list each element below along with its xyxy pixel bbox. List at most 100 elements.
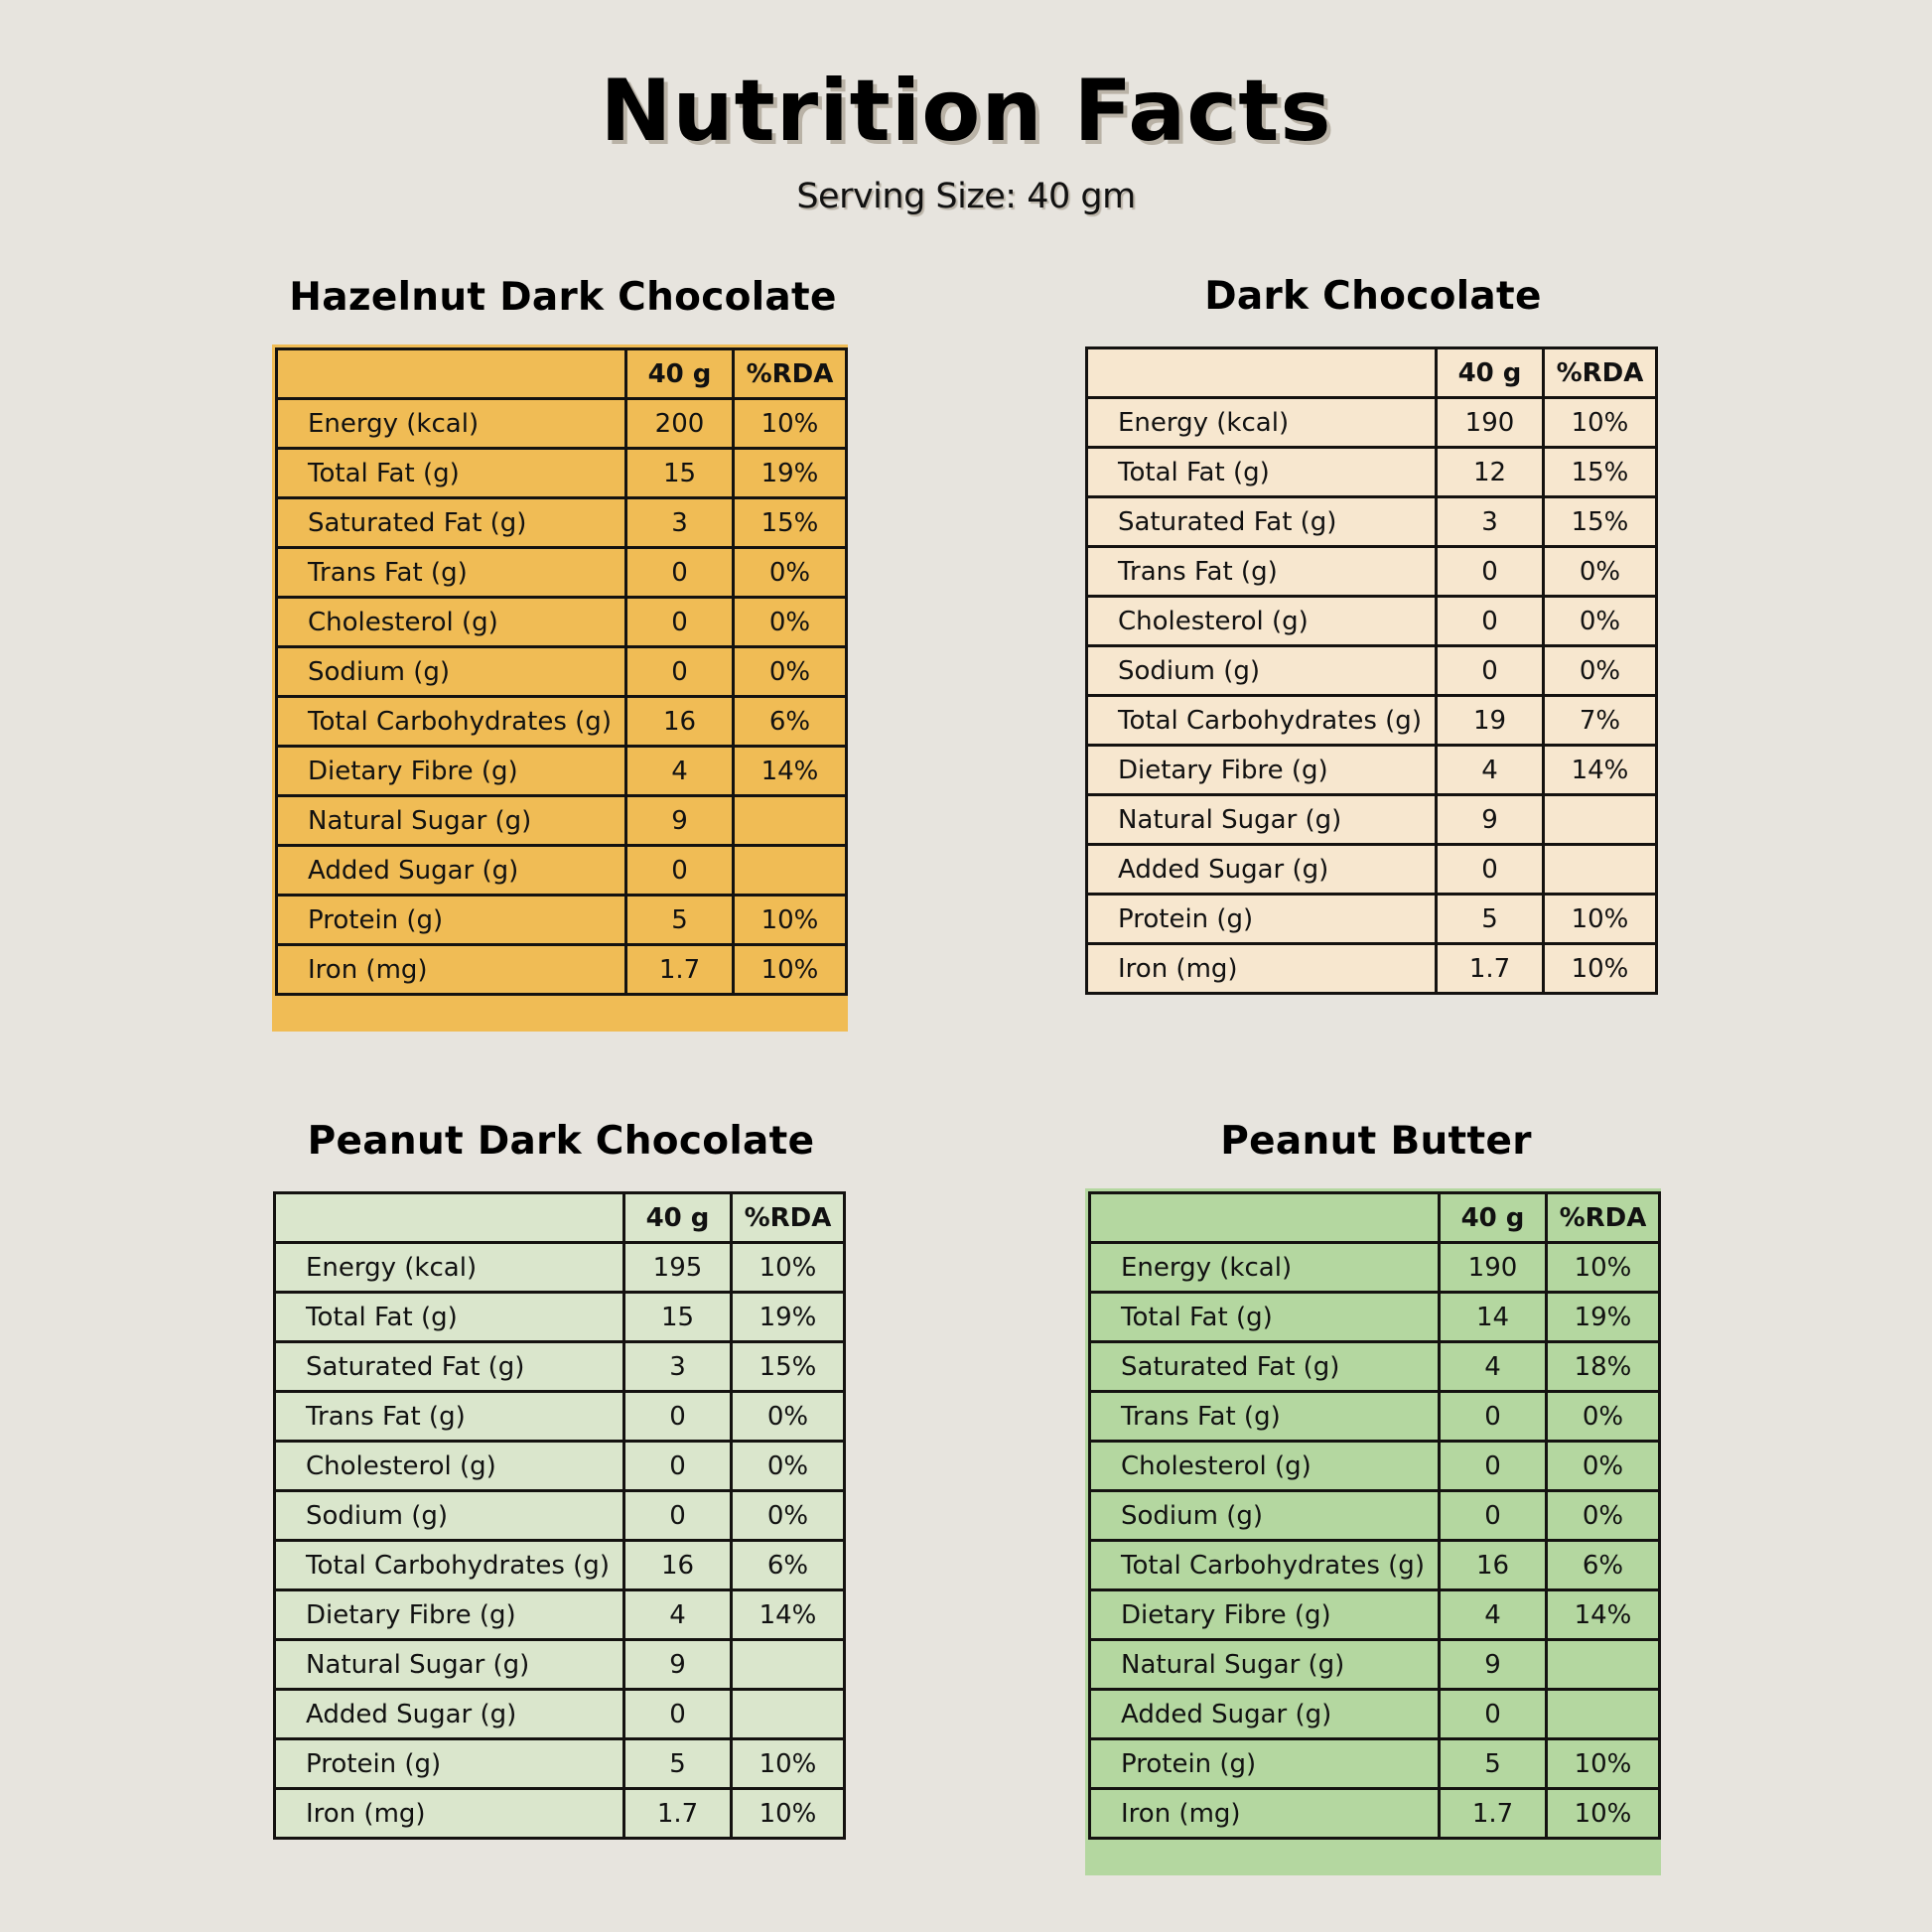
header-nutrient <box>1088 1191 1441 1244</box>
amount-value: 0 <box>1438 1440 1548 1492</box>
table-row: Total Fat (g) 15 19% <box>275 447 848 499</box>
amount-value: 4 <box>624 745 735 797</box>
rda-value: 7% <box>1542 694 1658 747</box>
serving-size: Serving Size: 40 gm <box>796 177 1136 216</box>
rda-value: 10% <box>1542 942 1658 995</box>
table-row: Energy (kcal) 190 10% <box>1088 1241 1661 1294</box>
nutrient-label: Protein (g) <box>273 1737 625 1790</box>
rda-value: 0% <box>1542 545 1658 598</box>
nutrition-table: 40 g %RDA Energy (kcal) 200 10% Total Fat (… <box>275 347 848 996</box>
rda-value <box>1542 793 1658 846</box>
nutrition-table: 40 g %RDA Energy (kcal) 190 10% Total Fat (… <box>1088 1191 1661 1840</box>
table-row: Natural Sugar (g) 9 <box>1085 793 1658 846</box>
amount-value: 9 <box>1435 793 1545 846</box>
table-row: Total Carbohydrates (g) 16 6% <box>1088 1539 1661 1591</box>
amount-value: 0 <box>622 1688 733 1740</box>
table-row: Natural Sugar (g) 9 <box>275 794 848 847</box>
rda-value: 14% <box>732 745 848 797</box>
amount-value: 0 <box>1435 843 1545 896</box>
rda-value: 0% <box>732 596 848 648</box>
table-row: Trans Fat (g) 0 0% <box>1085 545 1658 598</box>
amount-value: 4 <box>1438 1588 1548 1641</box>
amount-value: 1.7 <box>1438 1787 1548 1840</box>
amount-value: 5 <box>1435 893 1545 945</box>
rda-value: 10% <box>732 943 848 996</box>
header-amount: 40 g <box>624 347 735 400</box>
header-nutrient <box>1085 346 1438 399</box>
table-row: Sodium (g) 0 0% <box>275 645 848 698</box>
table-row: Saturated Fat (g) 3 15% <box>1085 495 1658 548</box>
rda-value: 18% <box>1545 1340 1661 1393</box>
nutrition-table: 40 g %RDA Energy (kcal) 190 10% Total Fat (… <box>1085 346 1658 995</box>
rda-value: 0% <box>732 645 848 698</box>
table-row: Protein (g) 5 10% <box>273 1737 846 1790</box>
panel-title: Dark Chocolate <box>1204 274 1542 319</box>
rda-value: 0% <box>730 1390 846 1443</box>
nutrient-label: Energy (kcal) <box>273 1241 625 1294</box>
table-row: Energy (kcal) 190 10% <box>1085 396 1658 449</box>
nutrient-label: Saturated Fat (g) <box>1088 1340 1441 1393</box>
rda-value: 0% <box>732 546 848 599</box>
header-rda: %RDA <box>732 347 848 400</box>
amount-value: 15 <box>622 1291 733 1343</box>
rda-value: 10% <box>1545 1787 1661 1840</box>
rda-value <box>730 1688 846 1740</box>
amount-value: 9 <box>624 794 735 847</box>
table-row: Dietary Fibre (g) 4 14% <box>1085 744 1658 796</box>
table-row: Trans Fat (g) 0 0% <box>273 1390 846 1443</box>
table-row: Cholesterol (g) 0 0% <box>1088 1440 1661 1492</box>
table-body: Energy (kcal) 195 10% Total Fat (g) 15 19% Sat… <box>273 1241 846 1840</box>
rda-value: 0% <box>1545 1390 1661 1443</box>
rda-value: 10% <box>730 1787 846 1840</box>
amount-value: 16 <box>622 1539 733 1591</box>
header-amount: 40 g <box>1438 1191 1548 1244</box>
rda-value: 19% <box>730 1291 846 1343</box>
table-header-row: 40 g %RDA <box>1085 346 1658 399</box>
header-rda: %RDA <box>1545 1191 1661 1244</box>
nutrient-label: Natural Sugar (g) <box>273 1638 625 1691</box>
nutrient-label: Iron (mg) <box>1088 1787 1441 1840</box>
nutrient-label: Dietary Fibre (g) <box>273 1588 625 1641</box>
rda-value: 10% <box>1542 893 1658 945</box>
table-row: Total Fat (g) 12 15% <box>1085 446 1658 498</box>
table-row: Cholesterol (g) 0 0% <box>275 596 848 648</box>
amount-value: 19 <box>1435 694 1545 747</box>
amount-value: 5 <box>624 894 735 946</box>
table-row: Total Fat (g) 14 19% <box>1088 1291 1661 1343</box>
amount-value: 12 <box>1435 446 1545 498</box>
rda-value: 15% <box>1542 495 1658 548</box>
table-row: Sodium (g) 0 0% <box>273 1489 846 1542</box>
panel-title: Hazelnut Dark Chocolate <box>289 275 837 320</box>
nutrition-table: 40 g %RDA Energy (kcal) 195 10% Total Fat (… <box>273 1191 846 1840</box>
nutrient-label: Dietary Fibre (g) <box>1085 744 1438 796</box>
table-row: Sodium (g) 0 0% <box>1085 644 1658 697</box>
nutrient-label: Added Sugar (g) <box>1085 843 1438 896</box>
nutrient-label: Energy (kcal) <box>1088 1241 1441 1294</box>
table-row: Total Carbohydrates (g) 16 6% <box>273 1539 846 1591</box>
rda-value: 10% <box>1542 396 1658 449</box>
amount-value: 3 <box>1435 495 1545 548</box>
amount-value: 190 <box>1438 1241 1548 1294</box>
table-row: Saturated Fat (g) 3 15% <box>275 496 848 549</box>
rda-value: 6% <box>732 695 848 748</box>
amount-value: 3 <box>622 1340 733 1393</box>
header-amount: 40 g <box>1435 346 1545 399</box>
rda-value: 10% <box>1545 1737 1661 1790</box>
table-row: Iron (mg) 1.7 10% <box>273 1787 846 1840</box>
amount-value: 1.7 <box>624 943 735 996</box>
nutrient-label: Trans Fat (g) <box>1085 545 1438 598</box>
amount-value: 0 <box>624 844 735 897</box>
table-row: Iron (mg) 1.7 10% <box>1088 1787 1661 1840</box>
rda-value: 0% <box>730 1489 846 1542</box>
nutrient-label: Natural Sugar (g) <box>1088 1638 1441 1691</box>
table-row: Trans Fat (g) 0 0% <box>1088 1390 1661 1443</box>
amount-value: 0 <box>624 546 735 599</box>
header-nutrient <box>273 1191 625 1244</box>
nutrient-label: Protein (g) <box>1088 1737 1441 1790</box>
rda-value: 0% <box>1542 595 1658 647</box>
table-row: Added Sugar (g) 0 <box>1085 843 1658 896</box>
rda-value <box>1542 843 1658 896</box>
table-row: Protein (g) 5 10% <box>275 894 848 946</box>
nutrient-label: Dietary Fibre (g) <box>1088 1588 1441 1641</box>
table-row: Total Fat (g) 15 19% <box>273 1291 846 1343</box>
